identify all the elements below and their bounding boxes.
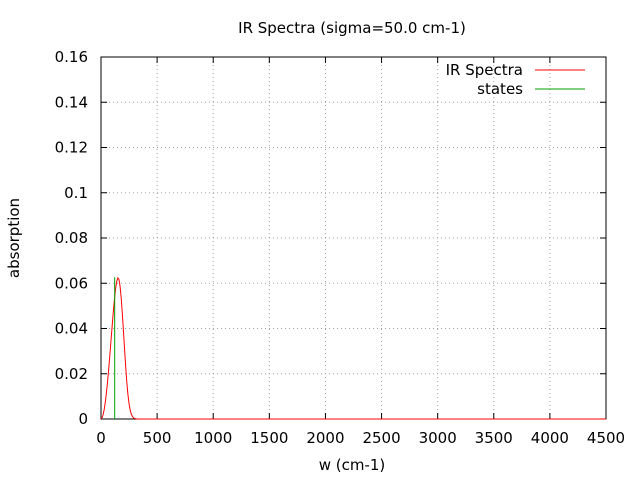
x-tick-label: 500	[143, 429, 172, 447]
y-tick-label: 0.16	[55, 48, 88, 66]
y-tick-label: 0.06	[55, 274, 88, 292]
x-tick-label: 2500	[362, 429, 400, 447]
y-tick-label: 0.1	[64, 184, 88, 202]
x-tick-label: 1000	[194, 429, 232, 447]
y-axis-label: absorption	[5, 198, 23, 278]
x-tick-label: 2000	[306, 429, 344, 447]
x-tick-label: 4000	[531, 429, 569, 447]
y-tick-label: 0.14	[55, 93, 88, 111]
y-axis-ticks: 0 0.02 0.04 0.06 0.08 0.1 0.12 0.14 0.16	[55, 48, 606, 428]
x-tick-label: 3500	[475, 429, 513, 447]
y-tick-label: 0.08	[55, 229, 88, 247]
series-line-ir-spectra	[100, 276, 606, 420]
series-layer	[100, 276, 606, 420]
grid-lines	[101, 57, 606, 419]
x-axis-ticks: 0 500 1000 1500 2000 2500 3000 3500 4000 4500	[96, 57, 625, 447]
y-tick-label: 0	[78, 410, 88, 428]
x-axis-label: w (cm-1)	[319, 456, 386, 474]
y-tick-label: 0.12	[55, 139, 88, 157]
x-tick-label: 4500	[587, 429, 625, 447]
legend-label-states: states	[477, 80, 523, 98]
legend: IR Spectra states	[446, 61, 585, 98]
chart-title: IR Spectra (sigma=50.0 cm-1)	[238, 19, 466, 37]
x-tick-label: 1500	[250, 429, 288, 447]
x-tick-label: 3000	[419, 429, 457, 447]
y-tick-label: 0.02	[55, 365, 88, 383]
legend-label-ir-spectra: IR Spectra	[446, 61, 523, 79]
x-tick-label: 0	[96, 429, 106, 447]
y-tick-label: 0.04	[55, 320, 88, 338]
